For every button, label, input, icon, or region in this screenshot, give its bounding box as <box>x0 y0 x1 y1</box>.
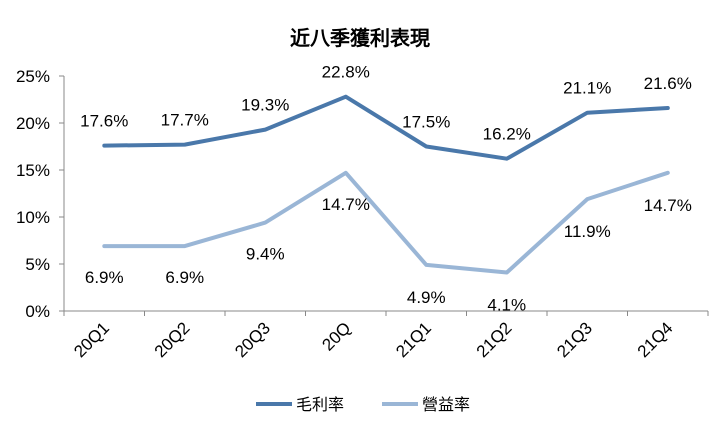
data-label-gross: 21.1% <box>563 79 611 98</box>
data-label-gross: 16.2% <box>483 125 531 144</box>
data-label-operating: 4.1% <box>487 295 526 314</box>
x-tick-label: 21Q1 <box>392 318 435 361</box>
x-tick-label: 20Q1 <box>70 318 113 361</box>
x-tick-label: 21Q4 <box>634 318 677 361</box>
y-tick-label: 0% <box>25 302 50 321</box>
legend: 毛利率 營益率 <box>256 395 470 414</box>
x-tick-label: 20Q <box>318 318 354 354</box>
y-tick-label: 25% <box>16 67 50 86</box>
legend-label-2: 營益率 <box>422 395 470 414</box>
data-label-operating: 6.9% <box>165 268 204 287</box>
x-tick-label: 21Q2 <box>473 318 516 361</box>
x-tick-label: 21Q3 <box>553 318 596 361</box>
series-lines <box>102 94 670 275</box>
data-label-gross: 17.5% <box>402 113 450 132</box>
y-tick-label: 20% <box>16 114 50 133</box>
series-line-1 <box>102 94 670 161</box>
data-label-operating: 11.9% <box>564 222 611 241</box>
x-tick-label: 20Q3 <box>231 318 274 361</box>
data-label-operating: 14.7% <box>644 196 692 215</box>
data-label-gross: 19.3% <box>241 96 289 115</box>
y-tick-label: 5% <box>25 255 50 274</box>
chart-title: 近八季獲利表現 <box>290 26 430 50</box>
data-label-gross: 17.6% <box>80 112 128 131</box>
x-tick-label: 20Q2 <box>151 318 194 361</box>
data-label-operating: 9.4% <box>246 245 285 264</box>
data-label-gross: 21.6% <box>644 74 692 93</box>
legend-label-1: 毛利率 <box>296 395 344 414</box>
data-label-gross: 22.8% <box>322 63 370 82</box>
data-label-operating: 4.9% <box>407 288 446 307</box>
data-label-operating: 14.7% <box>322 195 370 214</box>
y-tick-label: 10% <box>16 208 50 227</box>
data-label-operating: 6.9% <box>85 268 124 287</box>
y-tick-label: 15% <box>16 161 50 180</box>
data-labels: 17.6% 17.7% 19.3% 22.8% 17.5% 16.2% 21.1% 21.6%… <box>80 63 692 315</box>
series-line-2 <box>102 170 670 275</box>
data-label-gross: 17.7% <box>161 111 209 130</box>
